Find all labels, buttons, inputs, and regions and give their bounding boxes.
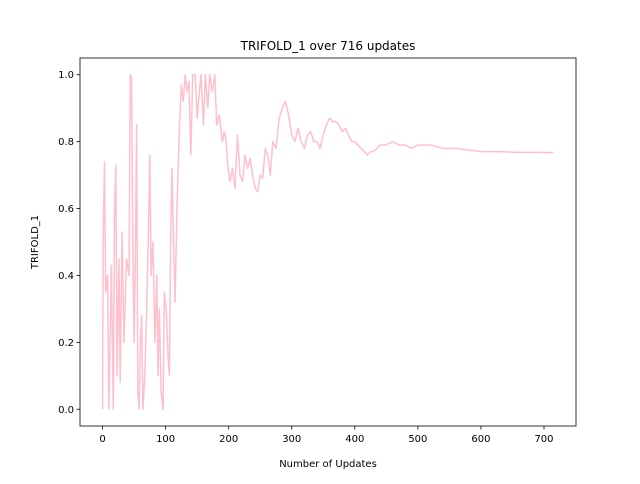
- x-tick-label: 600: [471, 434, 490, 445]
- y-tick-label: 0.4: [58, 271, 74, 282]
- x-tick-label: 0: [99, 434, 105, 445]
- data-line: [101, 73, 554, 411]
- y-tick-label: 0.2: [58, 338, 74, 349]
- y-axis-label: TRIFOLD_1: [30, 215, 41, 270]
- x-tick-label: 400: [345, 434, 364, 445]
- chart-title: TRIFOLD_1 over 716 updates: [240, 39, 416, 53]
- x-tick-label: 500: [408, 434, 427, 445]
- y-tick-label: 1.0: [58, 70, 74, 81]
- x-tick-label: 300: [282, 434, 301, 445]
- y-tick-label: 0.8: [58, 137, 74, 148]
- y-tick-label: 0.0: [58, 405, 74, 416]
- plot-frame: [79, 57, 577, 427]
- x-tick-label: 700: [534, 434, 553, 445]
- x-tick-label: 100: [156, 434, 175, 445]
- x-axis-label: Number of Updates: [279, 459, 377, 470]
- y-tick-label: 0.6: [58, 204, 74, 215]
- x-tick-label: 200: [219, 434, 238, 445]
